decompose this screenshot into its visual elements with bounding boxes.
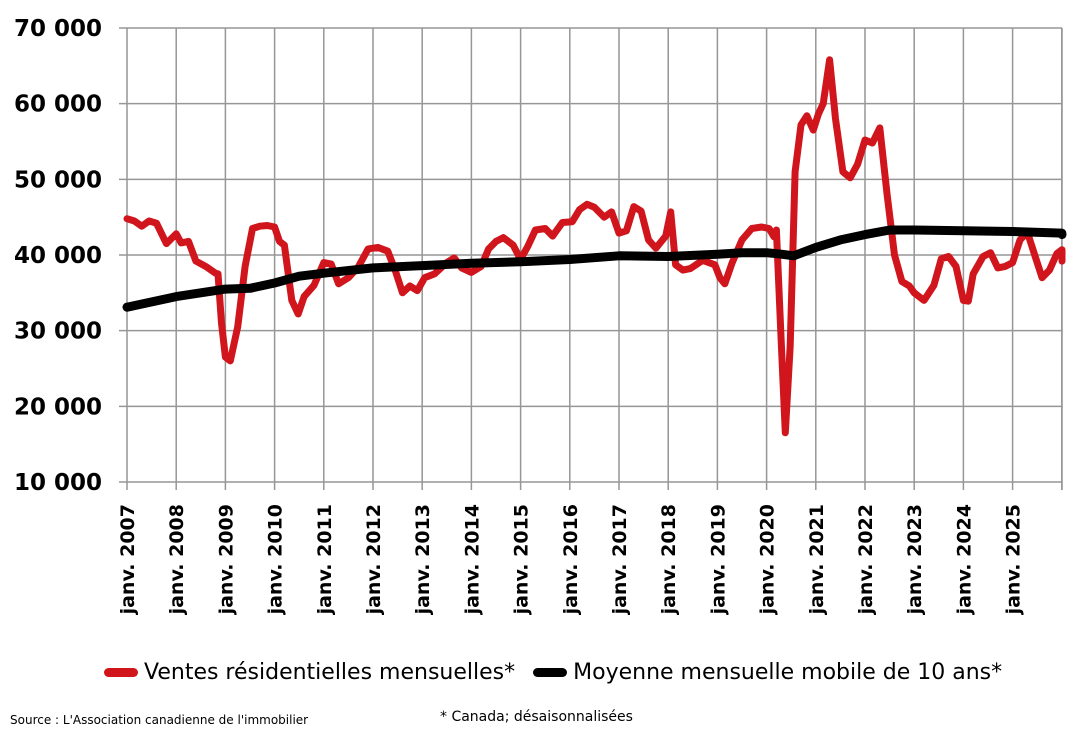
x-tick-label: janv. 2024 [953, 504, 975, 615]
red-line-swatch-icon [104, 668, 138, 677]
x-tick-label: janv. 2019 [707, 504, 729, 615]
x-tick-label: janv. 2016 [560, 504, 582, 615]
x-tick-label: janv. 2011 [314, 504, 336, 615]
y-tick-label: 40 000 [14, 243, 102, 269]
y-tick-label: 10 000 [14, 470, 102, 496]
x-axis-labels: janv. 2007 janv. 2008 janv. 2009 janv. 2010… [117, 504, 1025, 615]
y-axis-labels: 10 000 20 000 30 000 40 000 50 000 60 000 70 0… [14, 16, 102, 496]
source-note: Source : L'Association canadienne de l'i… [10, 713, 309, 727]
legend-label: Moyenne mensuelle mobile de 10 ans* [573, 660, 1003, 685]
monthly-sales-line [123, 56, 1066, 437]
x-tick-label: janv. 2008 [166, 504, 188, 615]
x-tick-label: janv. 2015 [511, 504, 533, 615]
x-tick-label: janv. 2013 [412, 504, 434, 615]
y-tick-label: 30 000 [14, 319, 102, 345]
series-lines [122, 56, 1067, 437]
x-tick-label: janv. 2025 [1003, 504, 1025, 615]
moving-average-line [122, 225, 1067, 312]
y-tick-label: 50 000 [14, 167, 102, 193]
x-tick-label: janv. 2007 [117, 504, 139, 615]
x-tick-label: janv. 2010 [265, 504, 287, 615]
x-tick-label: janv. 2014 [461, 504, 483, 615]
x-tick-label: janv. 2023 [904, 504, 926, 615]
y-tick-label: 70 000 [14, 16, 102, 42]
x-tick-label: janv. 2022 [855, 504, 877, 615]
x-tick-label: janv. 2009 [215, 504, 237, 615]
legend-item-monthly-sales: Ventes résidentielles mensuelles* [104, 660, 515, 685]
y-tick-label: 20 000 [14, 394, 102, 420]
x-tick-label: janv. 2012 [363, 504, 385, 615]
footnote: * Canada; désaisonnalisées [440, 709, 633, 725]
x-tick-label: janv. 2018 [658, 504, 680, 615]
legend-label: Ventes résidentielles mensuelles* [144, 660, 516, 685]
y-tick-label: 60 000 [14, 92, 102, 118]
x-tick-label: janv. 2017 [609, 504, 631, 615]
legend: Ventes résidentielles mensuelles* Moyenn… [104, 660, 1020, 685]
x-tick-label: janv. 2020 [757, 504, 779, 615]
black-line-swatch-icon [533, 668, 568, 677]
legend-item-moving-average: Moyenne mensuelle mobile de 10 ans* [533, 660, 1002, 685]
x-tick-label: janv. 2021 [806, 504, 828, 615]
